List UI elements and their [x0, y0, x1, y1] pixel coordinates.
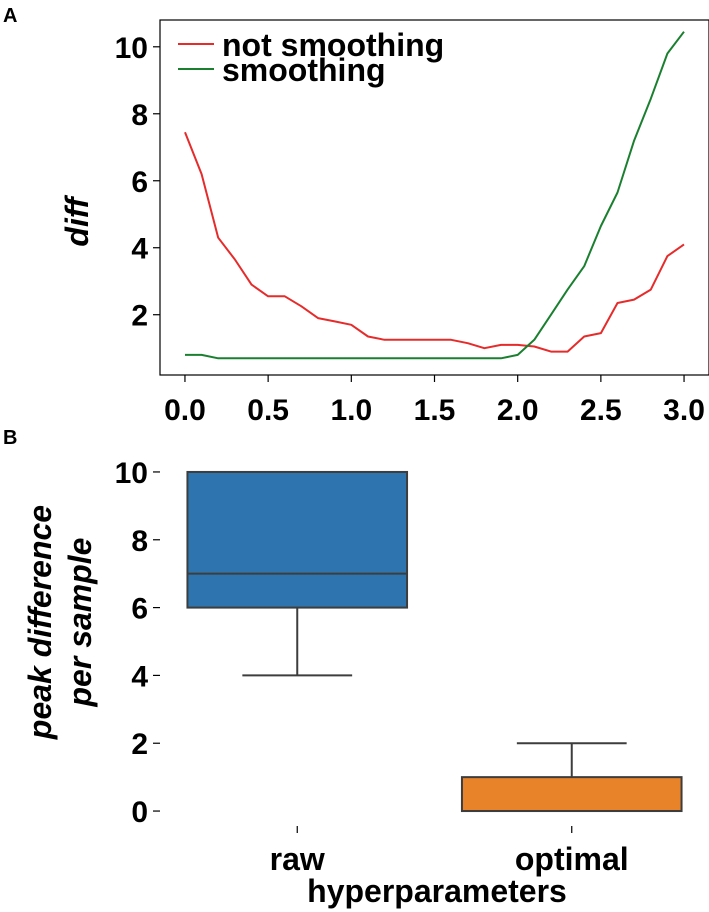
y-tick-label: 10: [115, 457, 148, 490]
y-tick-label: 0: [131, 796, 148, 829]
x-tick-label: 2.0: [497, 394, 539, 427]
y-tick-label: 4: [131, 233, 148, 266]
box-chart-x-label: hyperparameters: [307, 873, 567, 909]
box-iqr: [460, 776, 683, 813]
panel-a-letter: A: [3, 5, 17, 27]
box-raw: [186, 470, 409, 677]
y-tick-label: 2: [131, 300, 148, 333]
box-optimal: [460, 742, 683, 813]
box-chart-y-label-line-2: per sample: [62, 538, 98, 708]
y-tick-label: 6: [131, 593, 148, 626]
x-tick-label: 0.0: [164, 394, 206, 427]
legend-label-smoothing: smoothing: [222, 52, 386, 88]
line-chart-series: [184, 31, 685, 360]
line-chart-y-label: diff: [59, 194, 95, 247]
x-tick-label: 0.5: [247, 394, 289, 427]
box-chart-panel: 0 2 4 6 8 10 raw optimal peak difference per s…: [22, 457, 683, 909]
series-line-not-smoothing: [184, 131, 685, 353]
panel-b-letter: B: [3, 427, 17, 449]
box-iqr: [186, 470, 409, 609]
series-line-smoothing: [185, 31, 685, 360]
box-chart-y-ticks: 0 2 4 6 8 10: [115, 457, 160, 829]
box-chart-boxes: [186, 470, 683, 813]
box-chart-y-label-line-1: peak difference: [22, 505, 58, 740]
category-label: raw: [270, 841, 325, 877]
line-chart-panel: 2 4 6 8 10 0.0 0.5 1.0 1.5 2.0 2.5 3.0 not smoothi…: [59, 19, 709, 427]
line-chart-legend: not smoothing smoothing: [178, 27, 444, 88]
x-tick-label: 1.0: [330, 394, 372, 427]
x-tick-label: 3.0: [663, 394, 705, 427]
y-tick-label: 8: [131, 525, 148, 558]
line-chart-x-ticks: 0.0 0.5 1.0 1.5 2.0 2.5 3.0: [164, 375, 705, 427]
y-tick-label: 8: [131, 99, 148, 132]
y-tick-label: 10: [115, 32, 148, 65]
y-tick-label: 2: [131, 728, 148, 761]
legend-label-not-smoothing: not smoothing: [222, 27, 444, 63]
category-label: optimal: [515, 841, 629, 877]
y-tick-label: 6: [131, 166, 148, 199]
y-tick-label: 4: [131, 660, 148, 693]
line-chart-y-ticks: 2 4 6 8 10: [115, 32, 160, 333]
x-tick-label: 2.5: [580, 394, 622, 427]
box-chart-categories: raw optimal: [270, 826, 629, 877]
x-tick-label: 1.5: [414, 394, 456, 427]
